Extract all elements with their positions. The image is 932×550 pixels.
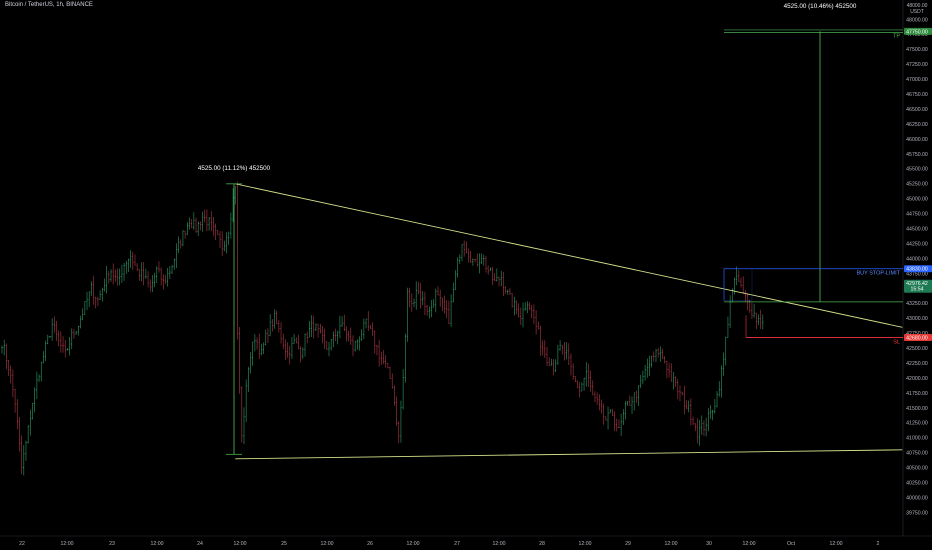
price-tick-4: 40750.00	[906, 451, 928, 457]
time-tick-12: 28	[539, 541, 545, 547]
price-tick-33: 48000.00	[906, 17, 928, 23]
time-tick-11: 12:00	[493, 541, 506, 547]
time-tick-18: Oct	[787, 541, 796, 547]
price-tick-1: 40000.00	[906, 495, 928, 501]
time-tick-0: 22	[19, 541, 25, 547]
sl-label: SL	[893, 339, 900, 345]
price-tick-20: 44750.00	[906, 212, 928, 218]
resistance-trendline	[235, 183, 903, 328]
price-tick-22: 45250.00	[906, 182, 928, 188]
price-tick-21: 45000.00	[906, 197, 928, 203]
price-tick-28: 46750.00	[906, 92, 928, 98]
time-tick-16: 30	[706, 541, 712, 547]
support-trendline	[235, 449, 903, 460]
time-tick-4: 24	[197, 541, 203, 547]
price-tick-9: 42000.00	[906, 376, 928, 382]
tp-label: TP	[893, 33, 900, 39]
price-axis-panel	[903, 0, 932, 550]
currency-unit: USDT	[910, 9, 924, 15]
price-tick-5: 41000.00	[906, 436, 928, 442]
price-tick-2: 40250.00	[906, 481, 928, 487]
time-tick-7: 12:00	[321, 541, 334, 547]
time-tick-14: 29	[625, 541, 631, 547]
price-tick-30: 47250.00	[906, 62, 928, 68]
price-tick-7: 41500.00	[906, 406, 928, 412]
time-tick-5: 12:00	[234, 541, 247, 547]
currency-top-price: 48000.00	[906, 3, 928, 9]
current-price-tag: 42976.42	[906, 281, 928, 287]
price-tick-3: 40500.00	[906, 466, 928, 472]
symbol-title[interactable]: Bitcoin / TetherUS, 1h, BINANCE	[5, 2, 93, 8]
price-tick-29: 47000.00	[906, 77, 928, 83]
time-tick-6: 25	[281, 541, 287, 547]
price-tick-32: 47750.00	[906, 32, 928, 38]
tp-price-tag: 47750.00	[906, 29, 928, 35]
price-tick-18: 44250.00	[906, 241, 928, 247]
price-tick-14: 43250.00	[906, 301, 928, 307]
measure-label-1: 4525.00 (11.12%) 452500	[198, 165, 271, 172]
current-price-tag-bg	[904, 279, 932, 293]
price-tick-31: 47500.00	[906, 47, 928, 53]
price-tick-6: 41250.00	[906, 421, 928, 427]
time-tick-10: 27	[454, 541, 460, 547]
buy-stop-price-tag: 43830.00	[906, 267, 928, 273]
buy-stop-label: BUY STOP-LIMIT	[856, 271, 900, 277]
time-tick-8: 26	[367, 541, 373, 547]
measure-label-2: 4525.00 (10.46%) 452500	[784, 3, 857, 10]
time-tick-19: 12:00	[830, 541, 843, 547]
price-tick-10: 42250.00	[906, 361, 928, 367]
tp-price-tag-bg	[904, 27, 932, 35]
price-tick-26: 46250.00	[906, 122, 928, 128]
price-tick-27: 46500.00	[906, 107, 928, 113]
price-tick-17: 44000.00	[906, 256, 928, 262]
sl-price-tag-bg	[904, 333, 932, 341]
price-tick-16: 43750.00	[906, 271, 928, 277]
price-tick-23: 45500.00	[906, 167, 928, 173]
price-tick-11: 42500.00	[906, 346, 928, 352]
time-tick-1: 12:00	[61, 541, 74, 547]
time-tick-9: 12:00	[407, 541, 420, 547]
time-tick-15: 12:00	[665, 541, 678, 547]
time-tick-3: 12:00	[151, 541, 164, 547]
countdown-tag: 15:54	[911, 287, 924, 293]
buy-stop-price-tag-bg	[904, 265, 932, 273]
price-tick-25: 46000.00	[906, 137, 928, 143]
time-tick-2: 23	[109, 541, 115, 547]
price-tick-13: 43000.00	[906, 316, 928, 322]
order-box	[723, 268, 753, 301]
price-tick-24: 45750.00	[906, 152, 928, 158]
currency-label[interactable]: 48000.00 USDT	[904, 3, 930, 15]
price-tick-8: 41750.00	[906, 391, 928, 397]
time-tick-13: 12:00	[579, 541, 592, 547]
time-tick-17: 12:00	[743, 541, 756, 547]
time-tick-20: 2	[877, 541, 880, 547]
price-tick-19: 44500.00	[906, 226, 928, 232]
sl-price-tag: 42680.00	[906, 335, 928, 341]
price-tick-0: 39750.00	[906, 510, 928, 516]
